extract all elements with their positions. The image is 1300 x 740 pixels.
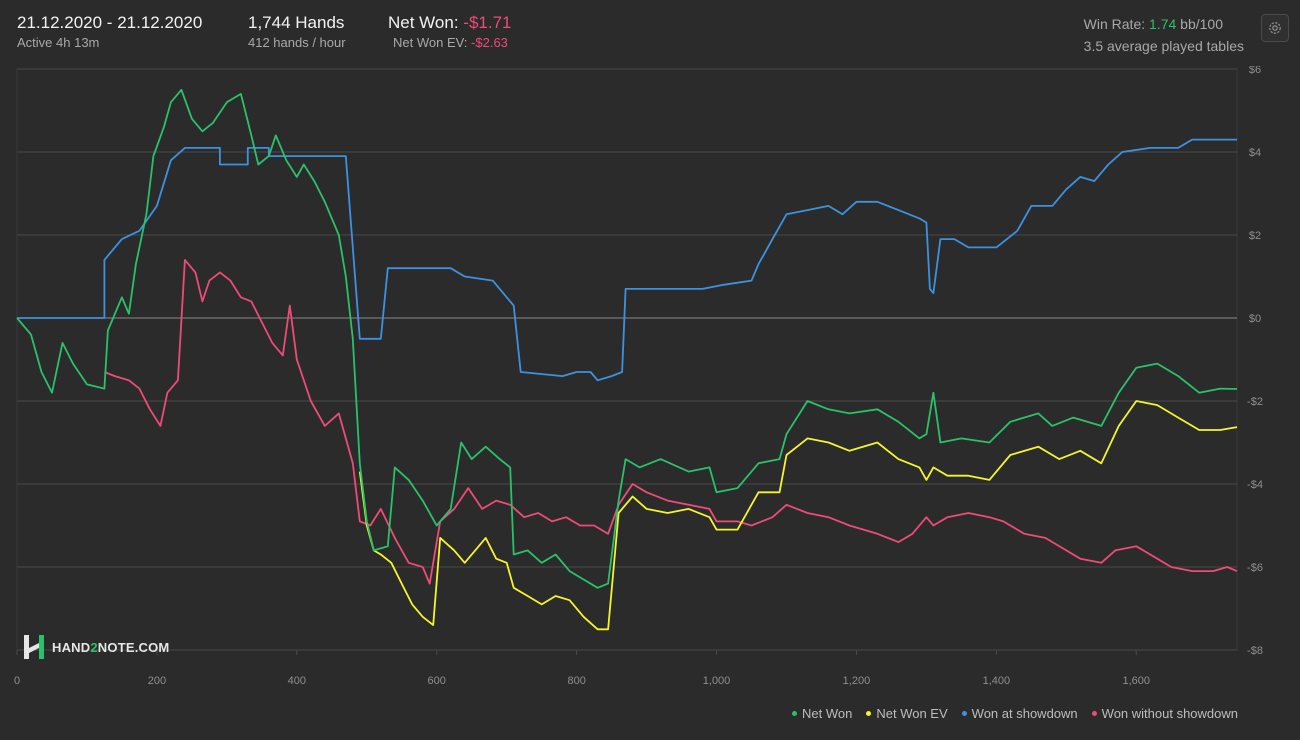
y-tick-label: $2	[1249, 230, 1261, 242]
x-tick-label: 0	[14, 675, 20, 687]
y-tick-label: $6	[1249, 66, 1261, 76]
win-rate-block: Win Rate: 1.74 bb/100 3.5 average played…	[1084, 13, 1244, 57]
win-rate: Win Rate: 1.74 bb/100	[1084, 13, 1244, 35]
net-won-ev: Net Won EV: -$2.63	[388, 34, 511, 52]
x-tick-label: 200	[148, 675, 166, 687]
net-won-ev-label: Net Won EV:	[393, 35, 472, 50]
y-tick-label: -$6	[1247, 562, 1263, 574]
gear-icon	[1269, 22, 1281, 34]
active-time: Active 4h 13m	[17, 35, 100, 50]
win-rate-label: Win Rate:	[1083, 16, 1150, 32]
hand2note-logo: HAND2NOTE.COM	[22, 634, 169, 660]
x-tick-label: 1,600	[1123, 675, 1151, 687]
settings-button[interactable]	[1261, 14, 1289, 42]
won-without-showdown-line	[104, 259, 1238, 585]
chart-legend: Net Won Net Won EV Won at showdown Won w…	[792, 706, 1238, 721]
legend-won-at-showdown[interactable]: Won at showdown	[961, 706, 1078, 721]
hand2note-logo-icon	[24, 635, 44, 659]
hands-block: 1,744 Hands 412 hands / hour	[248, 12, 346, 52]
win-rate-unit: bb/100	[1176, 16, 1223, 32]
x-tick-label: 800	[567, 675, 585, 687]
x-tick-label: 1,200	[843, 675, 871, 687]
win-rate-value: 1.74	[1149, 16, 1177, 32]
hands-count: 1,744 Hands	[248, 13, 345, 32]
net-won-block: Net Won: -$1.71 Net Won EV: -$2.63	[388, 12, 511, 52]
legend-won-at-showdown-dot	[961, 711, 967, 716]
profit-chart: $6 $4 $2 $0 -$2 -$4 -$6 -$8 0 200 400 600 800 1,000 1…	[0, 64, 1300, 735]
logo-text-two: 2	[90, 639, 98, 655]
legend-won-at-showdown-label: Won at showdown	[971, 706, 1078, 721]
x-tick-label: 600	[428, 675, 446, 687]
net-won-ev-value: -$2.63	[471, 35, 508, 50]
x-tick-label: 400	[288, 675, 306, 687]
y-tick-label: $4	[1249, 147, 1261, 159]
average-tables: 3.5 average played tables	[1083, 38, 1244, 54]
legend-net-won-ev-dot	[866, 711, 872, 716]
legend-net-won-dot	[792, 711, 798, 716]
y-tick-label: -$2	[1247, 396, 1263, 408]
net-won-value: -$1.71	[463, 13, 512, 32]
date-range: 21.12.2020 - 21.12.2020	[17, 13, 203, 32]
chart-area: $6 $4 $2 $0 -$2 -$4 -$6 -$8 0 200 400 600 800 1,000 1…	[0, 64, 1300, 735]
y-tick-label: $0	[1249, 313, 1261, 325]
hands-per-hour: 412 hands / hour	[248, 35, 346, 50]
logo-text: HAND2NOTE.COM	[52, 640, 169, 655]
y-tick-label: -$4	[1247, 479, 1263, 491]
net-won-label: Net Won:	[388, 13, 464, 32]
legend-won-without-showdown[interactable]: Won without showdown	[1091, 706, 1238, 721]
net-won-ev-line	[358, 400, 1238, 631]
won-at-showdown-line	[17, 138, 1237, 382]
net-won: Net Won: -$1.71	[388, 12, 511, 34]
legend-net-won[interactable]: Net Won	[792, 706, 852, 721]
legend-net-won-ev[interactable]: Net Won EV	[866, 706, 948, 721]
legend-won-without-showdown-dot	[1091, 711, 1097, 716]
net-won-line	[16, 88, 1238, 589]
stats-header: 21.12.2020 - 21.12.2020 Active 4h 13m 1,…	[0, 0, 1300, 66]
legend-won-without-showdown-label: Won without showdown	[1101, 706, 1238, 721]
legend-net-won-label: Net Won	[802, 706, 853, 721]
logo-text-prefix: HAND	[52, 639, 91, 655]
x-tick-label: 1,000	[703, 675, 731, 687]
x-tick-label: 1,400	[983, 675, 1011, 687]
legend-net-won-ev-label: Net Won EV	[876, 706, 948, 721]
y-tick-label: -$8	[1247, 645, 1263, 657]
logo-text-suffix: NOTE.COM	[97, 639, 170, 655]
date-block: 21.12.2020 - 21.12.2020 Active 4h 13m	[17, 12, 202, 52]
